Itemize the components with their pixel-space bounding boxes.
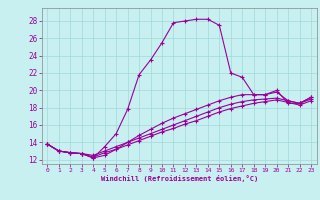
X-axis label: Windchill (Refroidissement éolien,°C): Windchill (Refroidissement éolien,°C) bbox=[100, 175, 258, 182]
